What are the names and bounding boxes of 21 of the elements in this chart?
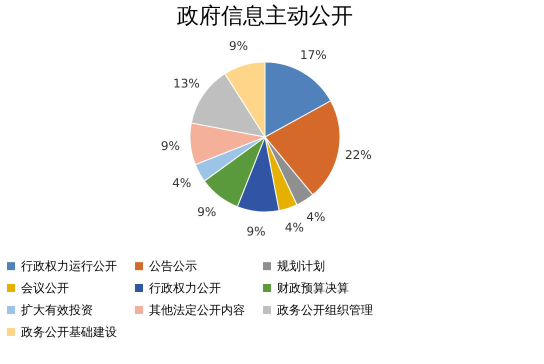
data-label: 22% xyxy=(344,148,372,162)
data-label: 9% xyxy=(197,205,216,220)
legend-label: 其他法定公开内容 xyxy=(149,303,245,317)
legend-label: 会议公开 xyxy=(21,281,69,295)
legend-label: 行政权力公开 xyxy=(149,281,221,295)
legend-label: 扩大有效投资 xyxy=(21,303,93,317)
legend-label: 规划计划 xyxy=(277,259,325,274)
data-label: 17% xyxy=(300,48,327,62)
data-label: 9% xyxy=(246,224,266,239)
data-label: 9% xyxy=(160,138,180,153)
legend-label: 政务公开组织管理 xyxy=(277,303,373,317)
data-label: 9% xyxy=(228,38,248,53)
data-label: 4% xyxy=(306,210,326,224)
data-label: 4% xyxy=(284,220,304,234)
legend-label: 公告公示 xyxy=(149,259,197,274)
data-label: 4% xyxy=(172,176,192,190)
chart-title: 政府信息主动公开 xyxy=(177,4,353,29)
legend-label: 行政权力运行公开 xyxy=(21,259,117,274)
data-label: 13% xyxy=(173,76,200,91)
legend-label: 财政预算决算 xyxy=(277,281,349,295)
legend-label: 政务公开基础建设 xyxy=(21,325,117,339)
